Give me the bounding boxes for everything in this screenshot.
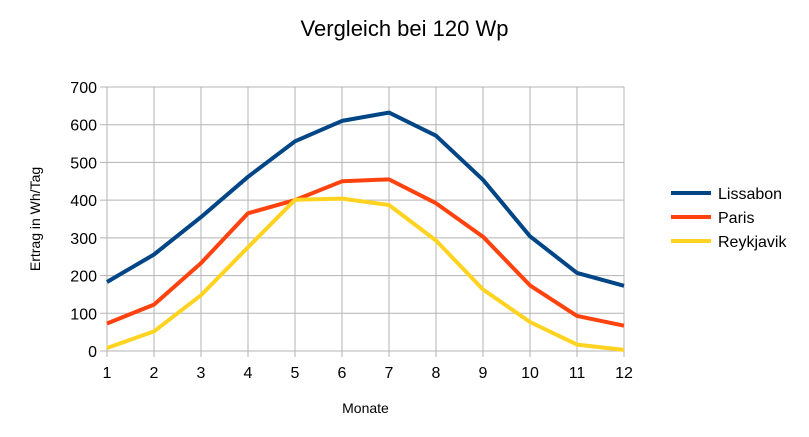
grid-lines — [106, 86, 625, 352]
x-tick-label: 6 — [338, 365, 347, 382]
series-line-reykjavik — [106, 196, 625, 352]
x-tick-label: 12 — [615, 365, 633, 382]
y-tick-label: 0 — [88, 344, 97, 361]
x-tick-label: 4 — [244, 365, 253, 382]
series-line-paris — [106, 177, 625, 328]
y-tick-label: 300 — [70, 231, 97, 248]
y-tick-label: 600 — [70, 118, 97, 135]
legend-label: Lissabon — [718, 186, 782, 203]
legend-label: Paris — [718, 210, 754, 227]
x-tick-label: 2 — [150, 365, 159, 382]
series-lines — [105, 110, 625, 352]
x-tick-label: 5 — [291, 365, 300, 382]
x-tick-label: 3 — [197, 365, 206, 382]
x-tick-label: 11 — [569, 365, 586, 382]
y-tick-label: 500 — [70, 155, 97, 172]
y-tick-label: 100 — [70, 306, 97, 323]
x-tick-label: 9 — [479, 365, 488, 382]
x-tick-label: 8 — [432, 365, 441, 382]
legend: Lissabon Paris Reykjavik — [671, 186, 787, 251]
y-tick-label: 200 — [70, 269, 97, 286]
x-axis-label: Monate — [342, 400, 389, 416]
chart-title: Vergleich bei 120 Wp — [300, 16, 509, 41]
series-line-lissabon — [105, 110, 625, 288]
x-tick-label: 10 — [521, 365, 539, 382]
y-axis-label: Ertrag in Wh/Tag — [27, 167, 43, 271]
legend-label: Reykjavik — [718, 234, 787, 251]
y-tick-label: 400 — [70, 193, 97, 210]
y-tick-label: 700 — [70, 80, 97, 97]
x-tick-label: 7 — [385, 365, 394, 382]
x-tick-label: 1 — [103, 365, 112, 382]
